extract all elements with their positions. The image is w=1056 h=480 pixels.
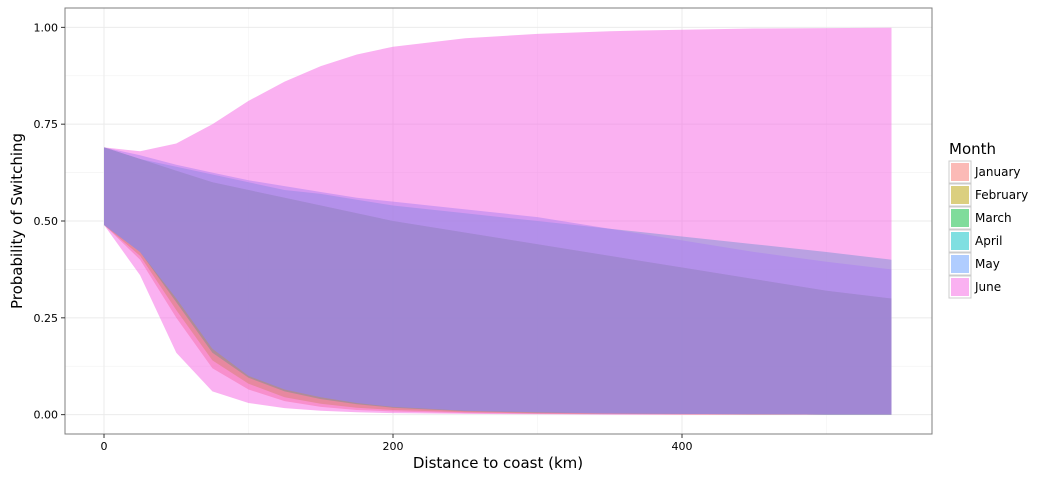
legend-label-june: June [974, 280, 1001, 294]
x-tick-label: 0 [101, 440, 108, 453]
legend-swatch-february [951, 186, 969, 204]
legend-swatch-march [951, 209, 969, 227]
y-tick-label: 1.00 [34, 21, 59, 34]
legend-swatch-june [951, 278, 969, 296]
y-tick-label: 0.00 [34, 409, 59, 422]
y-tick-label: 0.75 [34, 118, 59, 131]
x-axis-title: Distance to coast (km) [413, 454, 583, 472]
y-tick-label: 0.25 [34, 312, 59, 325]
y-axis-title: Probability of Switching [8, 133, 26, 309]
legend-swatch-january [951, 163, 969, 181]
y-axis: 0.00 0.25 0.50 0.75 1.00 [34, 21, 65, 422]
legend-swatch-may [951, 255, 969, 273]
legend-label-march: March [975, 211, 1012, 225]
series-bands [104, 27, 892, 415]
legend-label-january: January [974, 165, 1021, 179]
y-tick-label: 0.50 [34, 215, 59, 228]
x-tick-label: 400 [672, 440, 693, 453]
legend: Month January February March April May June [948, 140, 1028, 299]
band-june [104, 27, 892, 415]
legend-swatch-april [951, 232, 969, 250]
legend-title: Month [949, 140, 996, 158]
legend-label-may: May [975, 257, 1000, 271]
legend-label-february: February [975, 188, 1028, 202]
x-tick-label: 200 [383, 440, 404, 453]
x-axis: 0 200 400 [101, 434, 693, 453]
legend-label-april: April [975, 234, 1002, 248]
